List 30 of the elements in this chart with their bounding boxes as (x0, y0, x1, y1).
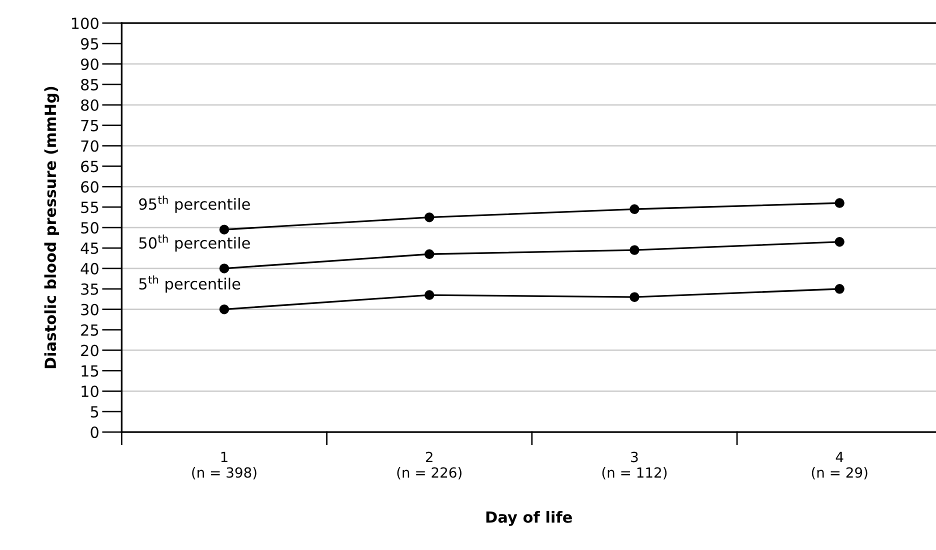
y-tick-label: 15 (82, 365, 98, 377)
legend-label: 5$^{th}$ percentile (139, 275, 240, 293)
y-tick-label: 35 (81, 283, 98, 295)
y-tick-label: 85 (81, 78, 98, 90)
y-tick-label: 50 (81, 222, 98, 234)
y-tick-label: 40 (80, 262, 98, 274)
y-tick-label: 70 (81, 140, 98, 152)
legend-label: 95$^{th}$ percentile (139, 196, 250, 213)
y-tick-label: 90 (80, 58, 98, 70)
x-axis-title: Day of life (486, 511, 572, 526)
y-tick-label: 65 (81, 160, 98, 172)
y-tick-label: 60 (81, 181, 98, 193)
y-tick-label: 0 (90, 426, 98, 438)
x-tick-label: 4 (n = 29) (812, 452, 868, 480)
y-tick-label: 20 (81, 344, 98, 356)
x-tick-label: 2 (n = 226) (397, 452, 462, 480)
y-tick-label: 5 (90, 406, 98, 418)
y-tick-label: 100 (72, 18, 98, 30)
y-axis-title: Diastolic blood pressure (mmHg) (44, 86, 60, 368)
legend-label: 50$^{th}$ percentile (139, 234, 250, 252)
y-tick-label: 75 (81, 120, 98, 132)
y-tick-label: 25 (81, 324, 98, 336)
y-tick-label: 80 (81, 99, 98, 111)
y-tick-label: 95 (80, 38, 98, 50)
x-tick-label: 3 (n = 112) (602, 452, 667, 480)
y-tick-label: 55 (81, 202, 98, 214)
x-tick-label: 1 (n = 398) (192, 452, 256, 480)
y-tick-label: 30 (81, 304, 98, 316)
y-tick-label: 10 (82, 386, 98, 398)
y-tick-label: 45 (80, 242, 98, 254)
